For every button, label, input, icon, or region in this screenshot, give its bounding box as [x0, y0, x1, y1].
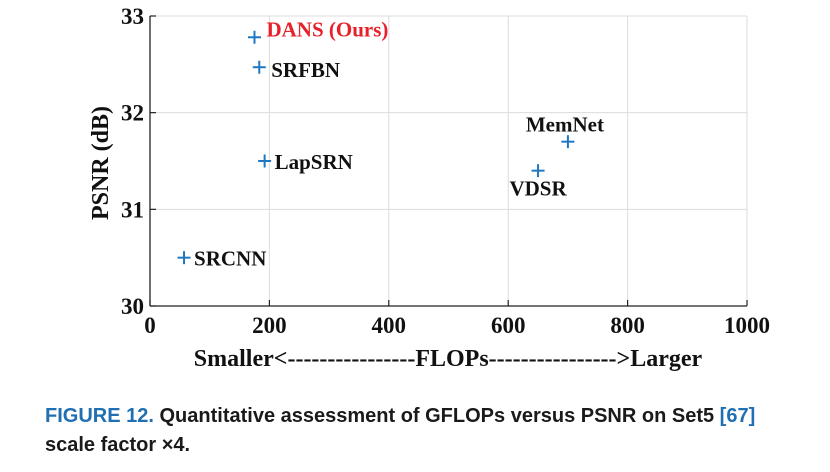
x-tick-label: 400 [372, 313, 407, 338]
y-tick-label: 30 [121, 294, 144, 319]
point-label: MemNet [526, 113, 604, 137]
x-tick-label: 1000 [724, 313, 770, 338]
x-tick-label: 0 [144, 313, 156, 338]
scatter-chart: 0 200 400 600 800 1000 30 31 32 33 DANS (Ours) SRF… [88, 4, 770, 372]
point-label: DANS (Ours) [266, 17, 388, 41]
point-label: LapSRN [275, 150, 353, 174]
data-point: LapSRN [258, 150, 353, 174]
x-tick-label: 600 [491, 313, 526, 338]
y-axis-label: PSNR (dB) [88, 106, 114, 220]
axes [149, 15, 748, 307]
point-label: SRFBN [271, 58, 340, 82]
y-tick-label: 32 [121, 101, 144, 126]
data-point: SRFBN [252, 58, 340, 82]
data-point: VDSR [509, 164, 567, 201]
tick-labels: 0 200 400 600 800 1000 30 31 32 33 [121, 4, 770, 338]
caption-label: FIGURE 12. [45, 405, 154, 427]
data-point: SRCNN [177, 247, 266, 271]
x-tick-label: 800 [610, 313, 645, 338]
y-tick-label: 31 [121, 197, 144, 222]
caption-text-continued: scale factor ×4. [45, 434, 191, 456]
y-tick-label: 33 [121, 4, 144, 29]
x-tick-label: 200 [252, 313, 287, 338]
point-label: SRCNN [194, 247, 266, 271]
x-axis-label: Smaller<----------------FLOPs-----------… [194, 346, 703, 372]
data-point: MemNet [526, 113, 604, 149]
caption-reference-link[interactable]: [67] [719, 405, 756, 427]
data-points: DANS (Ours) SRFBN LapSRN SRCNN MemNet VDSR [177, 17, 604, 271]
figure-caption: FIGURE 12. Quantitative assessment of GF… [45, 402, 825, 460]
data-point: DANS (Ours) [247, 17, 388, 44]
caption-text: Quantitative assessment of GFLOPs versus… [159, 405, 715, 427]
point-label: VDSR [509, 177, 567, 201]
